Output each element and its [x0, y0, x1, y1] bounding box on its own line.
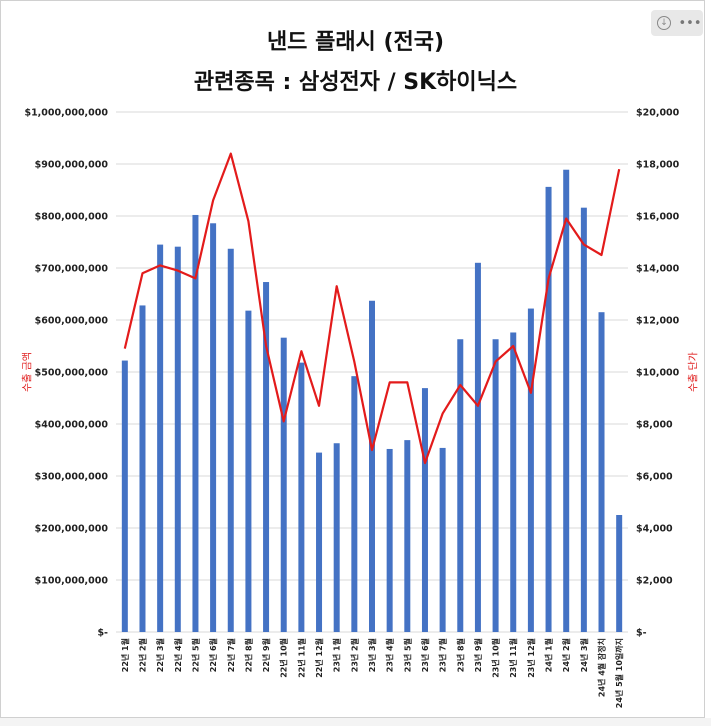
bar	[157, 244, 164, 632]
category-label: 22년 6월	[208, 638, 218, 672]
bar	[280, 337, 287, 632]
bar	[263, 282, 270, 632]
category-label: 22년 2월	[137, 638, 147, 672]
chart-subtitle: 관련종목 : 삼성전자 / SK하이닉스	[193, 70, 518, 95]
left-tick-label: $600,000,000	[35, 316, 109, 327]
bar	[474, 262, 481, 632]
category-label: 23년 6월	[420, 638, 430, 672]
left-tick-label: $-	[97, 628, 108, 639]
bar	[439, 447, 446, 632]
category-label: 22년 9월	[261, 638, 271, 672]
bar	[510, 332, 517, 632]
category-label: 22년 1월	[120, 638, 130, 672]
left-tick-label: $1,000,000,000	[24, 108, 108, 119]
bar	[298, 362, 305, 632]
category-label: 22년 4월	[173, 638, 183, 672]
left-tick-label: $500,000,000	[35, 368, 109, 379]
bar	[616, 515, 623, 632]
bar	[580, 207, 587, 632]
bar	[210, 223, 217, 632]
bar	[227, 248, 234, 632]
category-label: 22년 3월	[155, 638, 165, 672]
bar	[174, 246, 181, 632]
bar	[121, 360, 128, 632]
category-label: 22년 7월	[226, 638, 236, 672]
bar	[245, 310, 252, 632]
left-tick-label: $400,000,000	[35, 420, 109, 431]
bar	[369, 300, 375, 632]
category-label: 23년 1월	[332, 638, 342, 672]
bar	[527, 308, 534, 632]
category-label: 24년 2월	[561, 638, 571, 672]
bar	[351, 376, 358, 632]
left-tick-label: $200,000,000	[35, 524, 109, 535]
category-label: 23년 7월	[438, 638, 448, 672]
category-label: 24년 3월	[579, 638, 589, 672]
category-label: 22년 12월	[314, 638, 324, 678]
bar	[333, 443, 340, 632]
right-tick-label: $14,000	[636, 264, 680, 275]
left-tick-label: $100,000,000	[35, 576, 109, 587]
right-tick-label: $18,000	[636, 160, 680, 171]
more-icon[interactable]: •••	[678, 15, 702, 31]
bar	[139, 305, 146, 632]
category-label: 24년 4월 잠정치	[597, 638, 607, 697]
category-label: 23년 12월	[526, 638, 536, 678]
bar	[386, 448, 393, 632]
right-tick-label: $8,000	[636, 420, 673, 431]
category-label: 23년 8월	[455, 638, 465, 672]
download-icon[interactable]: ↓	[655, 14, 673, 32]
right-tick-label: $20,000	[636, 108, 680, 119]
left-tick-label: $800,000,000	[35, 212, 109, 223]
category-label: 23년 10월	[491, 638, 501, 678]
right-tick-label: $2,000	[636, 576, 673, 587]
bar	[404, 440, 411, 632]
chart-toolbar: ↓ •••	[651, 10, 703, 36]
category-label: 22년 11월	[296, 638, 306, 678]
category-label: 23년 5월	[402, 638, 412, 672]
bar	[563, 169, 570, 632]
right-tick-label: $-	[636, 628, 647, 639]
left-tick-label: $700,000,000	[35, 264, 109, 275]
bar	[492, 339, 499, 632]
category-label: 23년 2월	[349, 638, 359, 672]
right-tick-label: $6,000	[636, 472, 673, 483]
bar	[421, 388, 428, 632]
right-tick-label: $10,000	[636, 368, 680, 379]
category-label: 22년 10월	[279, 638, 289, 678]
left-tick-label: $300,000,000	[35, 472, 109, 483]
category-label: 22년 8월	[243, 638, 253, 672]
footer-strip	[0, 718, 711, 726]
category-label: 24년 1월	[544, 638, 554, 672]
category-label: 22년 5월	[190, 638, 200, 672]
bar	[316, 452, 323, 632]
category-label: 23년 4월	[385, 638, 395, 672]
bar	[545, 186, 552, 632]
right-tick-label: $12,000	[636, 316, 680, 327]
left-tick-label: $900,000,000	[35, 160, 109, 171]
right-tick-label: $16,000	[636, 212, 680, 223]
right-tick-label: $4,000	[636, 524, 673, 535]
bar	[192, 214, 199, 632]
category-label: 23년 11월	[508, 638, 518, 678]
category-label: 24년 5월 10일까지	[614, 638, 624, 708]
bar	[457, 339, 464, 632]
chart-title: 낸드 플래시 (전국)	[266, 30, 445, 55]
category-label: 23년 9월	[473, 638, 483, 672]
category-label: 23년 3월	[367, 638, 377, 672]
bar	[598, 312, 605, 632]
